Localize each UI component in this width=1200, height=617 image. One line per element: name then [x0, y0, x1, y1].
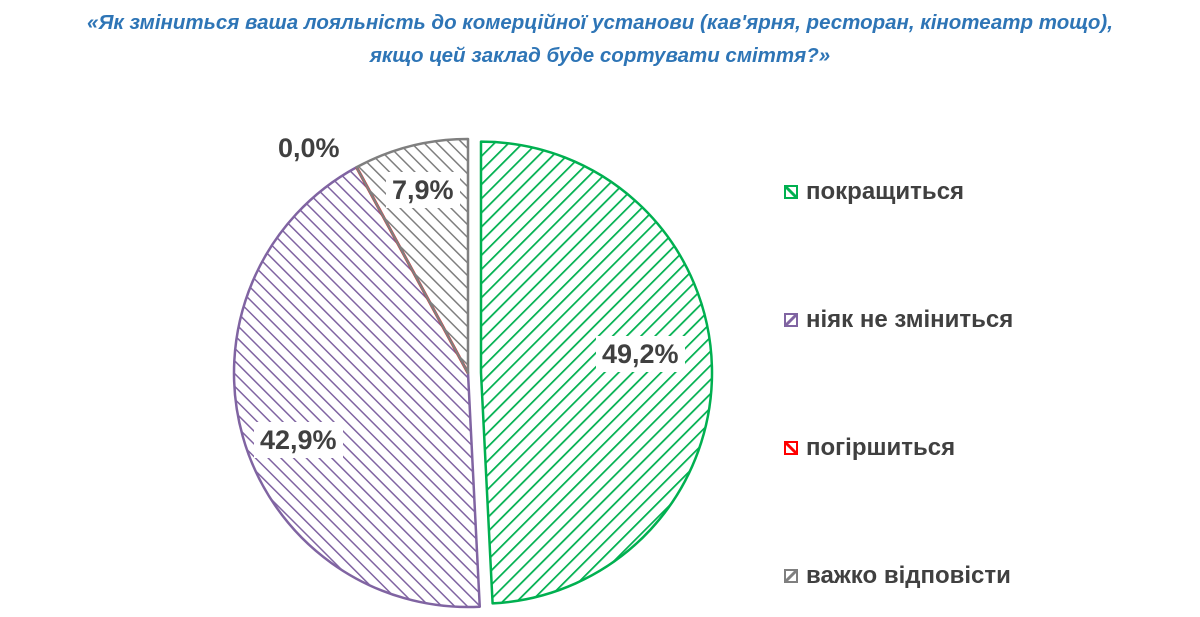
legend-label: погіршиться	[806, 434, 956, 461]
legend-swatch-worse-icon	[784, 441, 798, 455]
legend-swatch-hard-icon	[784, 569, 798, 583]
legend-swatch-no-change-icon	[784, 313, 798, 327]
legend-label: ніяк не зміниться	[806, 306, 1014, 333]
legend-item-worse: погіршиться	[784, 434, 955, 462]
data-label-worse: 0,0%	[278, 133, 340, 163]
legend-item-improve: покращиться	[784, 178, 964, 206]
chart-title: «Як зміниться ваша лояльність до комерці…	[0, 6, 1200, 72]
slice-no-change	[232, 165, 482, 609]
legend-item-hard-to-answer: важко відповісти	[784, 562, 1011, 590]
legend-label: важко відповісти	[806, 562, 1011, 589]
data-label-hard-to-answer: 7,9%	[386, 172, 460, 208]
chart-title-line-2: якщо цей заклад буде сортувати сміття?»	[369, 44, 831, 67]
data-label-no-change: 42,9%	[254, 422, 343, 458]
legend-swatch-improve-icon	[784, 185, 798, 199]
legend-label: покращиться	[806, 178, 965, 205]
slice-improve	[479, 140, 714, 605]
legend-item-no-change: ніяк не зміниться	[784, 306, 1013, 334]
data-label-improve: 49,2%	[596, 336, 685, 372]
chart-title-line-1: «Як зміниться ваша лояльність до комерці…	[87, 11, 1113, 34]
